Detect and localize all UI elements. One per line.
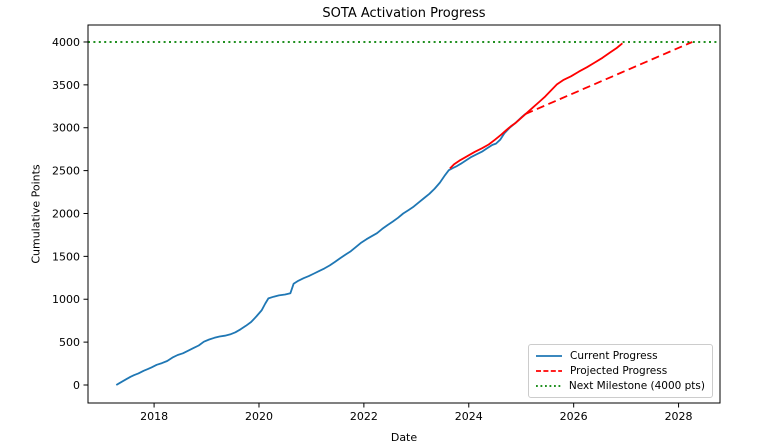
y-tick-label: 3500 — [52, 79, 80, 92]
y-tick-label: 0 — [73, 379, 80, 392]
y-tick-label: 2500 — [52, 165, 80, 178]
legend-entry-current-progress: Current Progress — [536, 350, 705, 362]
projected-progress-line — [525, 41, 693, 115]
y-axis-label: Cumulative Points — [29, 164, 43, 264]
x-tick-label: 2024 — [455, 410, 483, 423]
y-tick-label: 500 — [59, 336, 80, 349]
legend-entry-projected-progress: Projected Progress — [536, 365, 705, 377]
legend-solid-line-swatch — [536, 354, 562, 357]
y-tick-label: 4000 — [52, 36, 80, 49]
axes-spines — [87, 24, 721, 404]
current-progress-line — [115, 113, 526, 386]
y-tick-label: 1500 — [52, 250, 80, 263]
x-tick-label: 2022 — [350, 410, 378, 423]
y-tick-label: 2000 — [52, 207, 80, 220]
x-tick-label: 2026 — [560, 410, 588, 423]
recent-trend-line — [449, 42, 623, 170]
x-tick-label: 2020 — [245, 410, 273, 423]
x-tick-label: 2028 — [665, 410, 693, 423]
legend-dashed-line-swatch — [536, 370, 562, 372]
legend-dotted-line-swatch — [536, 385, 561, 388]
y-tick-label: 3000 — [52, 122, 80, 135]
legend-label: Projected Progress — [570, 364, 668, 377]
chart-title: SOTA Activation Progress — [322, 6, 486, 21]
legend-label: Current Progress — [570, 349, 658, 362]
x-axis-label: Date — [390, 431, 418, 444]
legend: Current Progress Projected Progress Next M… — [528, 344, 713, 398]
legend-entry-next-milestone: Next Milestone (4000 pts) — [536, 380, 705, 392]
x-tick-label: 2018 — [140, 410, 168, 423]
legend-label: Next Milestone (4000 pts) — [568, 380, 705, 393]
y-tick-label: 1000 — [52, 293, 80, 306]
